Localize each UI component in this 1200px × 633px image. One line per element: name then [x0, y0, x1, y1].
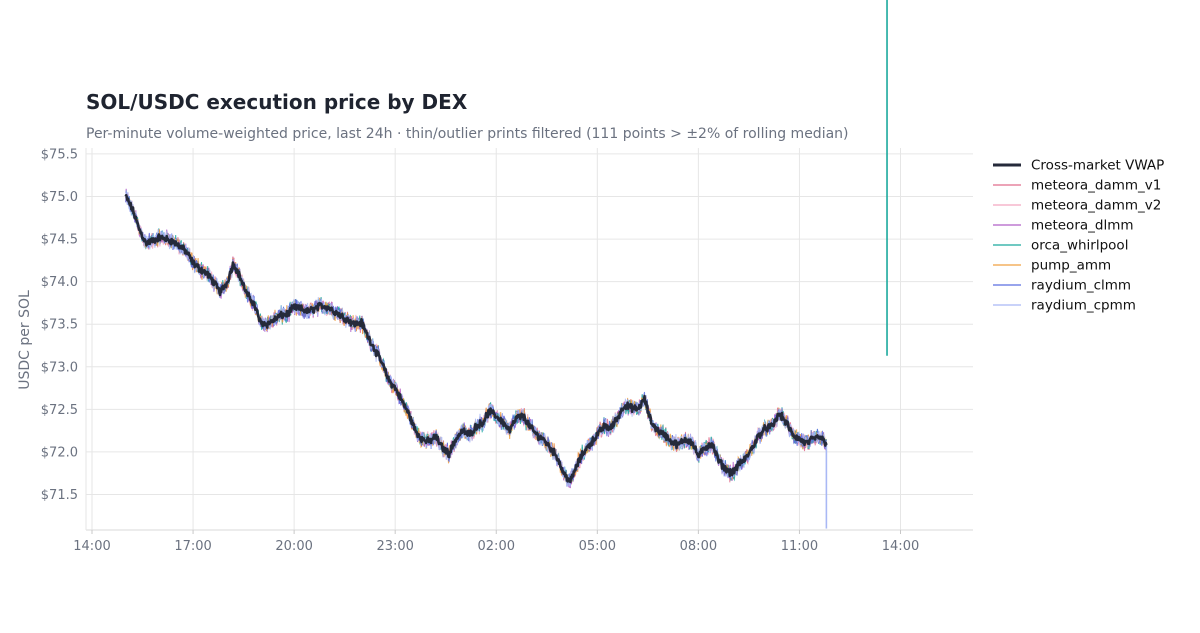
legend-label: pump_amm [1031, 258, 1111, 274]
y-tick-label: $73.5 [41, 318, 78, 333]
series-lines [125, 0, 888, 529]
x-tick-label: 17:00 [174, 539, 211, 554]
legend-label: orca_whirlpool [1031, 238, 1128, 254]
x-tick-label: 23:00 [376, 539, 413, 554]
series-line-meteora_dlmm [125, 188, 827, 489]
legend-label: Cross-market VWAP [1031, 158, 1164, 174]
y-tick-label: $74.0 [41, 275, 78, 290]
vwap-path [124, 193, 828, 484]
legend-label: meteora_damm_v1 [1031, 178, 1161, 194]
x-tick-label: 08:00 [680, 539, 717, 554]
series-line-raydium_clmm [125, 192, 827, 487]
series-line-meteora_damm_v2 [125, 192, 827, 487]
x-tick-label: 02:00 [478, 539, 515, 554]
x-tick-label: 14:00 [882, 539, 919, 554]
vwap-line [124, 193, 828, 484]
legend-label: meteora_damm_v2 [1031, 198, 1161, 214]
series-line-pump_amm [125, 194, 827, 486]
axis-ticks: $71.5 $72.0 $72.5 $73.0 $73.5 $74.0 $74.5 $75.0… [41, 147, 919, 554]
legend-label: meteora_dlmm [1031, 218, 1134, 234]
y-tick-label: $71.5 [41, 488, 78, 503]
legend: Cross-market VWAP meteora_damm_v1 meteora_… [993, 158, 1164, 314]
y-axis-label: USDC per SOL [17, 290, 33, 390]
legend-label: raydium_cpmm [1031, 298, 1136, 314]
x-tick-label: 11:00 [781, 539, 818, 554]
y-tick-label: $75.5 [41, 147, 78, 162]
y-tick-label: $75.0 [41, 190, 78, 205]
chart-subtitle: Per-minute volume-weighted price, last 2… [86, 126, 849, 142]
legend-label: raydium_clmm [1031, 278, 1131, 294]
y-tick-label: $72.5 [41, 403, 78, 418]
series-line-orca_whirlpool [125, 190, 827, 485]
grid [85, 148, 973, 531]
x-tick-label: 20:00 [275, 539, 312, 554]
y-tick-label: $74.5 [41, 233, 78, 248]
series-line-raydium_cpmm [125, 190, 827, 488]
y-tick-label: $73.0 [41, 360, 78, 375]
x-tick-label: 05:00 [579, 539, 616, 554]
chart-title: SOL/USDC execution price by DEX [86, 90, 468, 114]
y-tick-label: $72.0 [41, 445, 78, 460]
x-tick-label: 14:00 [73, 539, 110, 554]
series-line-meteora_damm_v1 [125, 193, 827, 485]
